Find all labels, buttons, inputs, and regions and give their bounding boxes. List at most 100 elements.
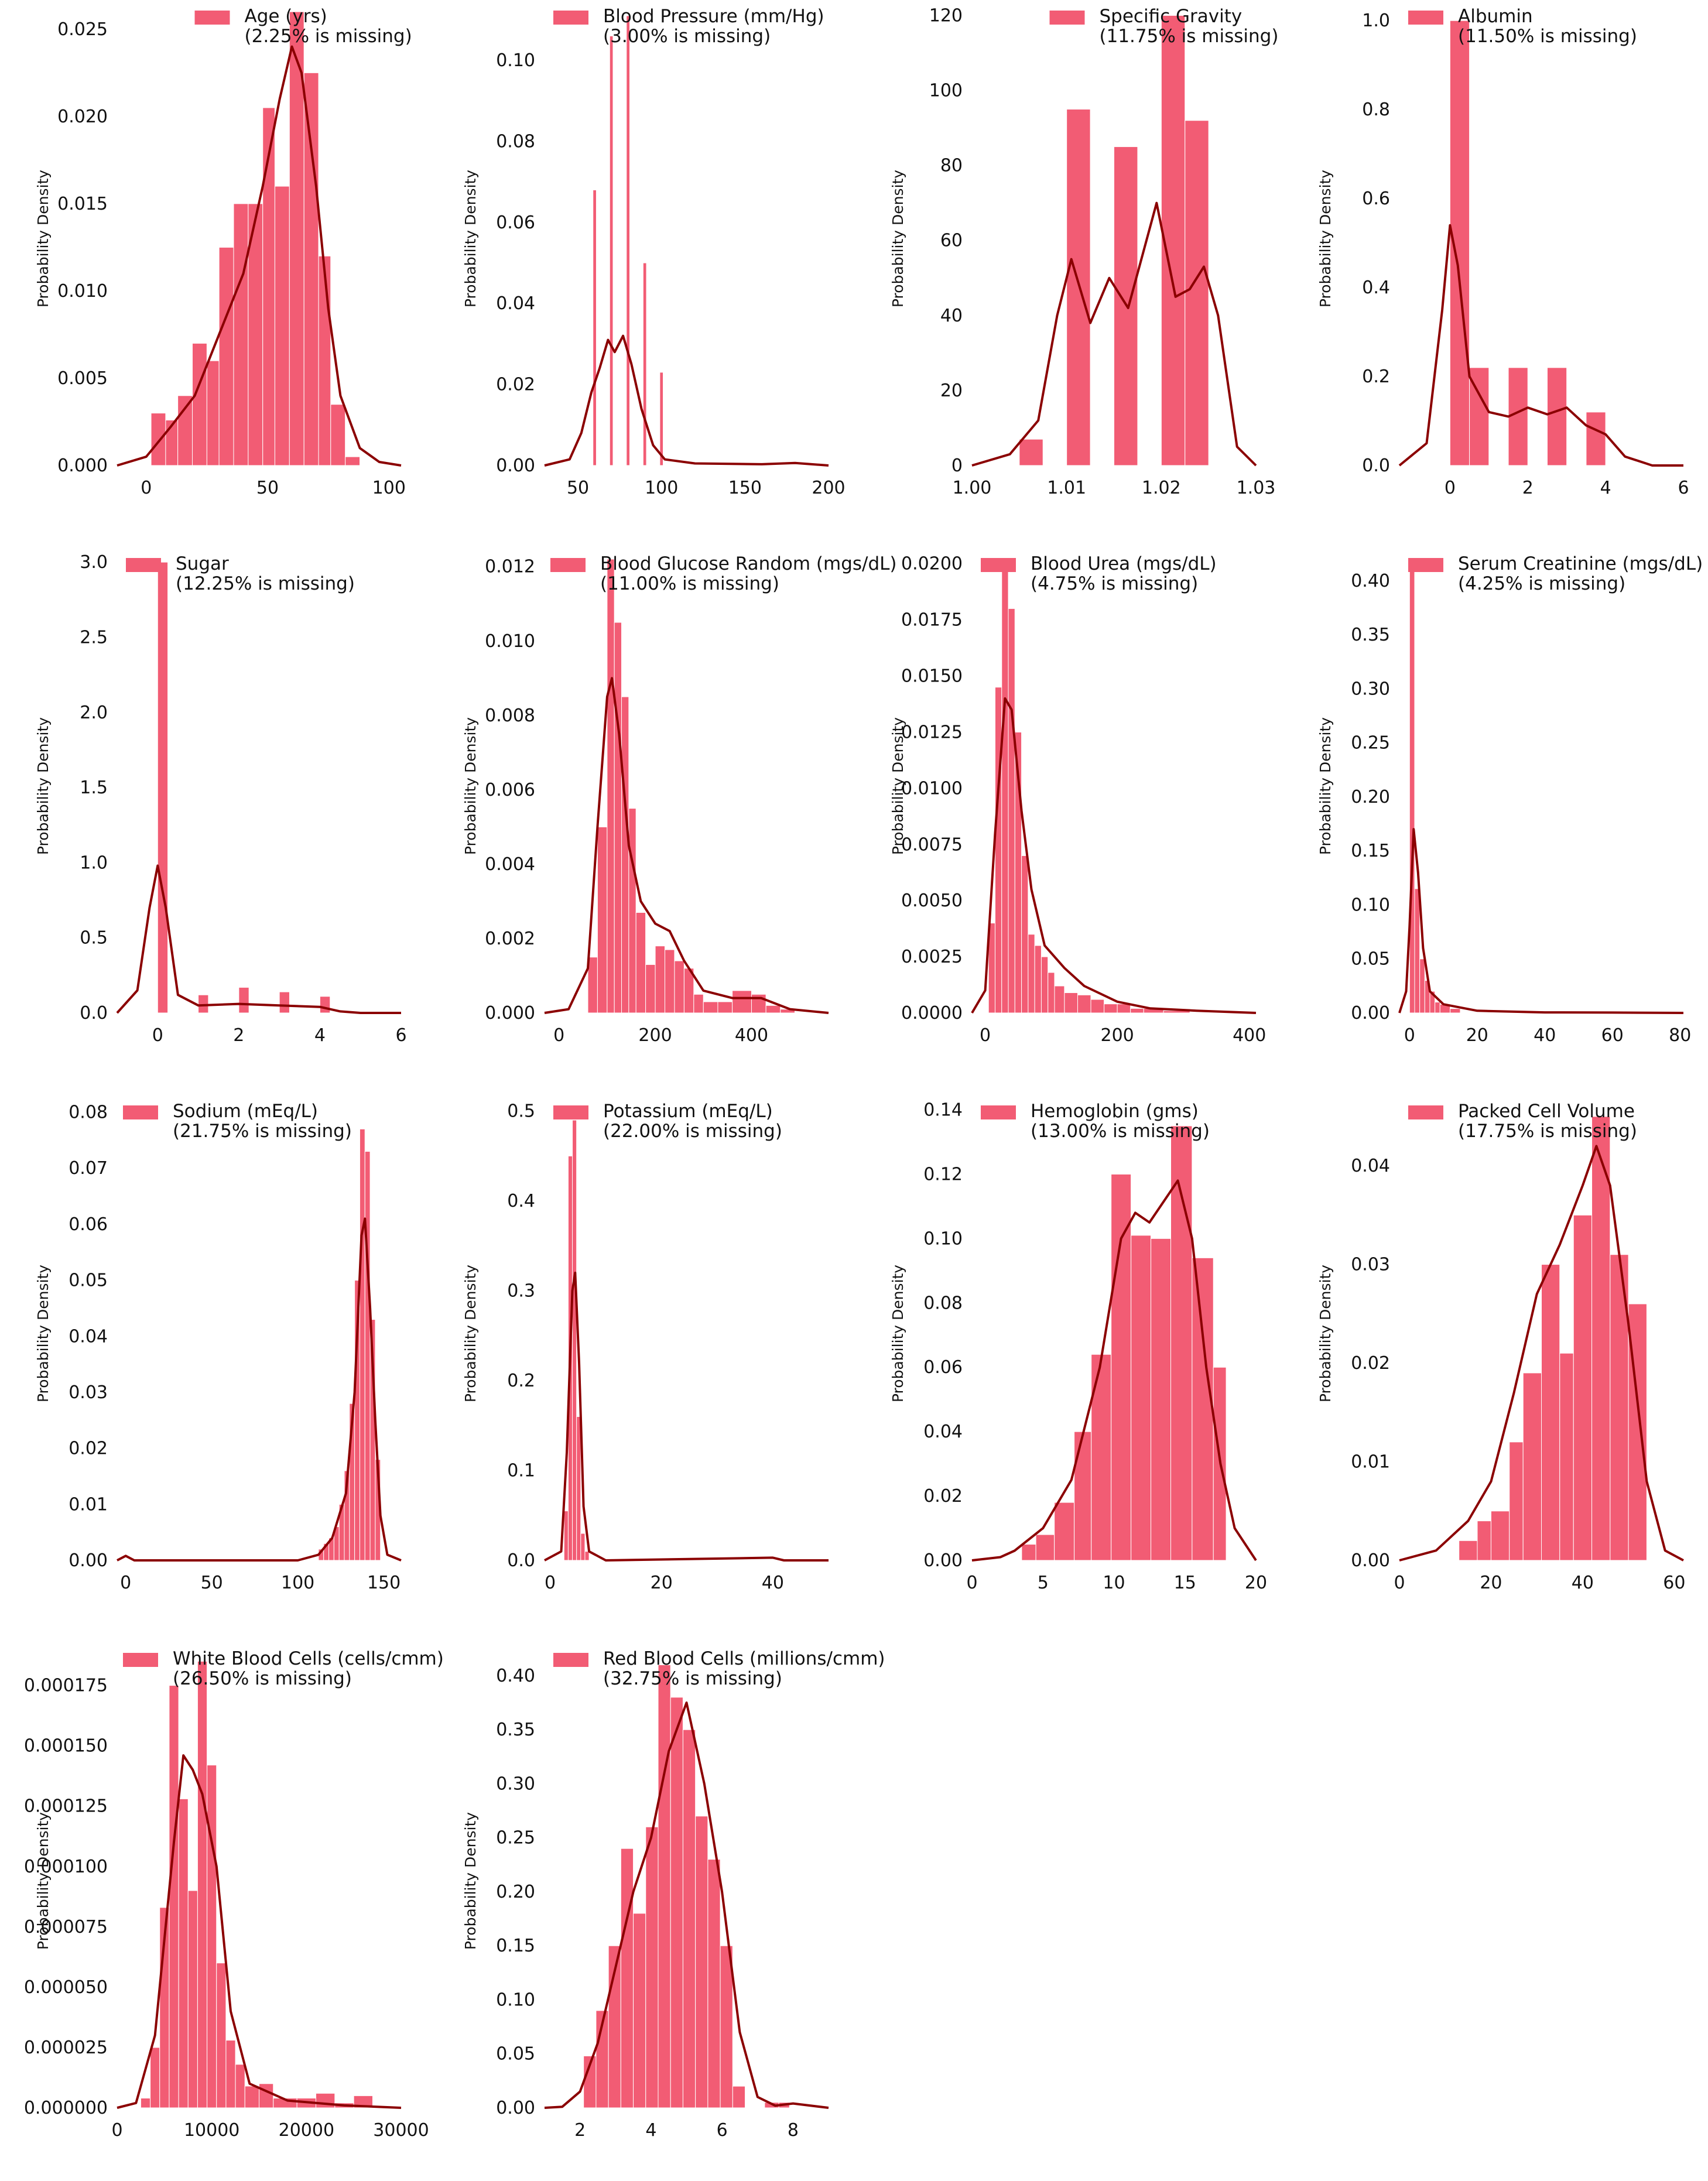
kde-curve xyxy=(116,864,401,1014)
y-tick-label: 0.03 xyxy=(69,1382,108,1403)
y-tick-label: 0.05 xyxy=(69,1271,108,1291)
bar xyxy=(235,2064,245,2108)
legend: Red Blood Cells (millions/cmm)(32.75% is… xyxy=(553,1648,885,1689)
bar xyxy=(1591,1116,1611,1561)
kde-curve xyxy=(1398,828,1684,1014)
y-tick-label: 0.15 xyxy=(1351,841,1390,861)
y-tick-label: 0.008 xyxy=(485,706,535,726)
legend-title: Red Blood Cells (millions/cmm) xyxy=(603,1648,885,1669)
legend-swatch xyxy=(1049,11,1085,25)
x-tick-label: 50 xyxy=(567,478,589,498)
y-tick-label: 0.35 xyxy=(496,1720,535,1740)
bar xyxy=(198,994,209,1014)
bar xyxy=(248,203,263,466)
legend-title: Albumin xyxy=(1458,6,1533,27)
legend-missing: (4.75% is missing) xyxy=(1031,573,1198,594)
y-tick-label: 0.0175 xyxy=(901,610,963,631)
y-tick-label: 0.0050 xyxy=(901,891,963,911)
y-axis-label: Probability Density xyxy=(35,1265,52,1402)
y-tick-label: 0.020 xyxy=(57,107,108,127)
bar xyxy=(1414,888,1421,1014)
bar xyxy=(1419,958,1425,1014)
bar xyxy=(1035,1534,1055,1561)
y-axis-label: Probability Density xyxy=(462,170,479,307)
bar xyxy=(633,1913,646,2108)
y-tick-label: 60 xyxy=(940,231,963,251)
x-tick-label: 0 xyxy=(1445,478,1456,498)
x-tick-label: 400 xyxy=(735,1025,768,1046)
x-tick-label: 200 xyxy=(1101,1025,1134,1046)
bar xyxy=(1077,994,1091,1014)
legend-missing: (12.25% is missing) xyxy=(176,573,355,594)
bar xyxy=(1192,1257,1214,1561)
bar xyxy=(279,991,290,1014)
x-tick-label: 8 xyxy=(788,2120,799,2141)
y-tick-label: 0.0100 xyxy=(901,778,963,799)
legend-swatch xyxy=(123,1105,158,1119)
bar xyxy=(609,36,614,466)
y-tick-label: 0.10 xyxy=(496,50,535,71)
legend-swatch xyxy=(126,558,161,572)
y-tick-label: 0.004 xyxy=(485,854,535,875)
legend-title: Sugar xyxy=(176,553,229,574)
bar xyxy=(1131,1235,1152,1561)
bar xyxy=(1034,945,1042,1014)
bar xyxy=(238,987,249,1014)
x-tick-label: 200 xyxy=(812,478,845,498)
legend: Sodium (mEq/L)(21.75% is missing) xyxy=(123,1101,352,1142)
bar xyxy=(319,996,331,1014)
chart-sg: 0 20 40 60 80 100 120 1.00 1.01 1.02 1.03 Probabili… xyxy=(889,5,1278,498)
y-tick-label: 0.20 xyxy=(1351,787,1390,807)
legend: Packed Cell Volume(17.75% is missing) xyxy=(1408,1101,1637,1142)
y-axis-label: Probability Density xyxy=(889,170,906,307)
legend-missing: (4.25% is missing) xyxy=(1458,573,1625,594)
y-tick-label: 3.0 xyxy=(80,552,108,573)
y-tick-label: 40 xyxy=(940,306,963,326)
bar xyxy=(150,2047,160,2108)
y-tick-label: 0.01 xyxy=(69,1494,108,1515)
bar xyxy=(695,1816,708,2108)
x-tick-label: 0 xyxy=(553,1025,564,1046)
y-tick-label: 100 xyxy=(929,81,963,101)
chart-hemo: 0.00 0.02 0.04 0.06 0.08 0.10 0.12 0.14 0 5 10 15 20… xyxy=(889,1100,1267,1593)
legend-title: Specific Gravity xyxy=(1100,6,1243,27)
y-tick-label: 0.00 xyxy=(496,2098,535,2118)
y-tick-label: 0.03 xyxy=(1351,1255,1390,1275)
x-tick-label: 50 xyxy=(201,1573,223,1593)
chart-bp: 0.00 0.02 0.04 0.06 0.08 0.10 50 100 150 200 Proba… xyxy=(462,6,846,498)
bar xyxy=(150,413,166,466)
chart-bgr: 0.000 0.002 0.004 0.006 0.008 0.010 0.012 0 200 4… xyxy=(462,553,897,1046)
y-axis-label: Probability Density xyxy=(1317,170,1334,307)
bar xyxy=(303,72,319,466)
y-axis-label: Probability Density xyxy=(889,1265,906,1402)
bar xyxy=(216,1963,227,2108)
bar xyxy=(1040,956,1049,1014)
legend-title: Sodium (mEq/L) xyxy=(173,1101,318,1122)
y-tick-label: 0.4 xyxy=(507,1191,535,1211)
x-tick-label: 0 xyxy=(152,1025,163,1046)
bar xyxy=(1111,1173,1132,1561)
x-tick-label: 1.00 xyxy=(953,478,992,498)
y-tick-label: 1.0 xyxy=(1362,11,1390,31)
legend-title: Blood Urea (mgs/dL) xyxy=(1031,553,1217,574)
legend-swatch xyxy=(981,558,1016,572)
x-tick-label: 5 xyxy=(1038,1573,1049,1593)
bars xyxy=(150,11,361,466)
bar xyxy=(274,186,290,466)
y-tick-label: 0.000 xyxy=(57,456,108,476)
bar xyxy=(563,1511,569,1561)
bar xyxy=(587,957,598,1014)
bar xyxy=(1028,934,1035,1014)
x-tick-label: 100 xyxy=(372,478,406,498)
legend-swatch xyxy=(553,11,588,25)
kde-curve xyxy=(117,45,402,467)
bar xyxy=(289,11,304,466)
bar xyxy=(665,949,675,1014)
y-tick-label: 0.00 xyxy=(496,456,535,476)
bar xyxy=(626,15,631,466)
x-tick-label: 2 xyxy=(1522,478,1534,498)
legend: Potassium (mEq/L)(22.00% is missing) xyxy=(553,1101,782,1142)
y-tick-label: 0.15 xyxy=(496,1936,535,1956)
legend-title: Hemoglobin (gms) xyxy=(1031,1101,1199,1122)
bar xyxy=(1130,1008,1144,1014)
